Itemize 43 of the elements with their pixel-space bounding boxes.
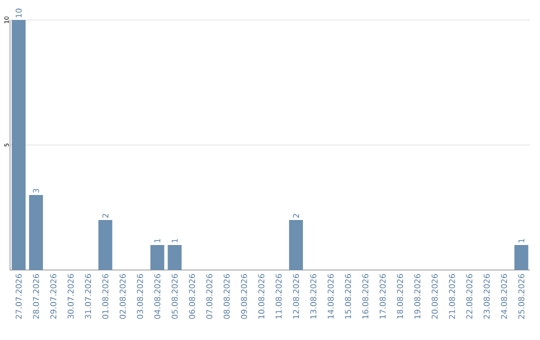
bar [29, 195, 43, 270]
data-label: 1 [154, 238, 160, 242]
x-tick-label: 07.08.2026 [206, 274, 212, 319]
x-tick-label: 14.08.2026 [328, 274, 334, 318]
data-label: 1 [518, 238, 524, 242]
x-tick-label: 11.08.2026 [276, 274, 282, 318]
x-tick-label: 27.07.2026 [16, 274, 22, 319]
x-tick-label: 30.07.2026 [68, 274, 74, 319]
x-tick-label: 10.08.2026 [258, 274, 264, 318]
x-tick-label: 08.08.2026 [224, 274, 230, 319]
x-tick-label: 02.08.2026 [120, 274, 126, 319]
x-tick-label: 29.07.2026 [50, 274, 56, 319]
x-tick-label: 01.08.2026 [102, 274, 108, 319]
x-tick-label: 22.08.2026 [466, 274, 472, 319]
x-tick-label: 05.08.2026 [172, 274, 178, 319]
bar [514, 245, 528, 270]
x-tick-label: 19.08.2026 [414, 274, 420, 318]
x-tick-label: 13.08.2026 [310, 274, 316, 318]
x-tick-label: 12.08.2026 [292, 274, 300, 318]
x-tick-label: 09.08.2026 [240, 274, 248, 319]
x-tick-label: 25.08.2026 [518, 274, 524, 319]
x-tick-label: 06.08.2026 [188, 274, 196, 319]
data-label: 2 [102, 214, 108, 218]
x-tick-label: 04.08.2026 [154, 274, 160, 319]
bar [289, 220, 303, 270]
bar [98, 220, 112, 270]
data-label: 2 [293, 214, 299, 218]
x-tick-label: 15.08.2026 [344, 274, 352, 318]
x-tick-label: 20.08.2026 [432, 274, 438, 319]
x-tick-label: 17.08.2026 [380, 274, 386, 318]
data-label: 1 [172, 238, 178, 242]
x-tick-label: 21.08.2026 [448, 274, 456, 319]
x-tick-label: 18.08.2026 [396, 274, 404, 318]
x-tick-label: 24.08.2026 [500, 274, 508, 319]
x-tick-label: 16.08.2026 [362, 274, 368, 318]
data-label: 3 [32, 188, 40, 193]
x-tick-label: 31.07.2026 [84, 274, 92, 319]
data-label: 10 [16, 8, 22, 18]
bar [168, 245, 182, 270]
x-tick-label: 03.08.2026 [136, 274, 144, 319]
x-tick-label: 28.07.2026 [32, 274, 40, 319]
bar [150, 245, 164, 270]
x-tick-label: 23.08.2026 [484, 274, 490, 319]
